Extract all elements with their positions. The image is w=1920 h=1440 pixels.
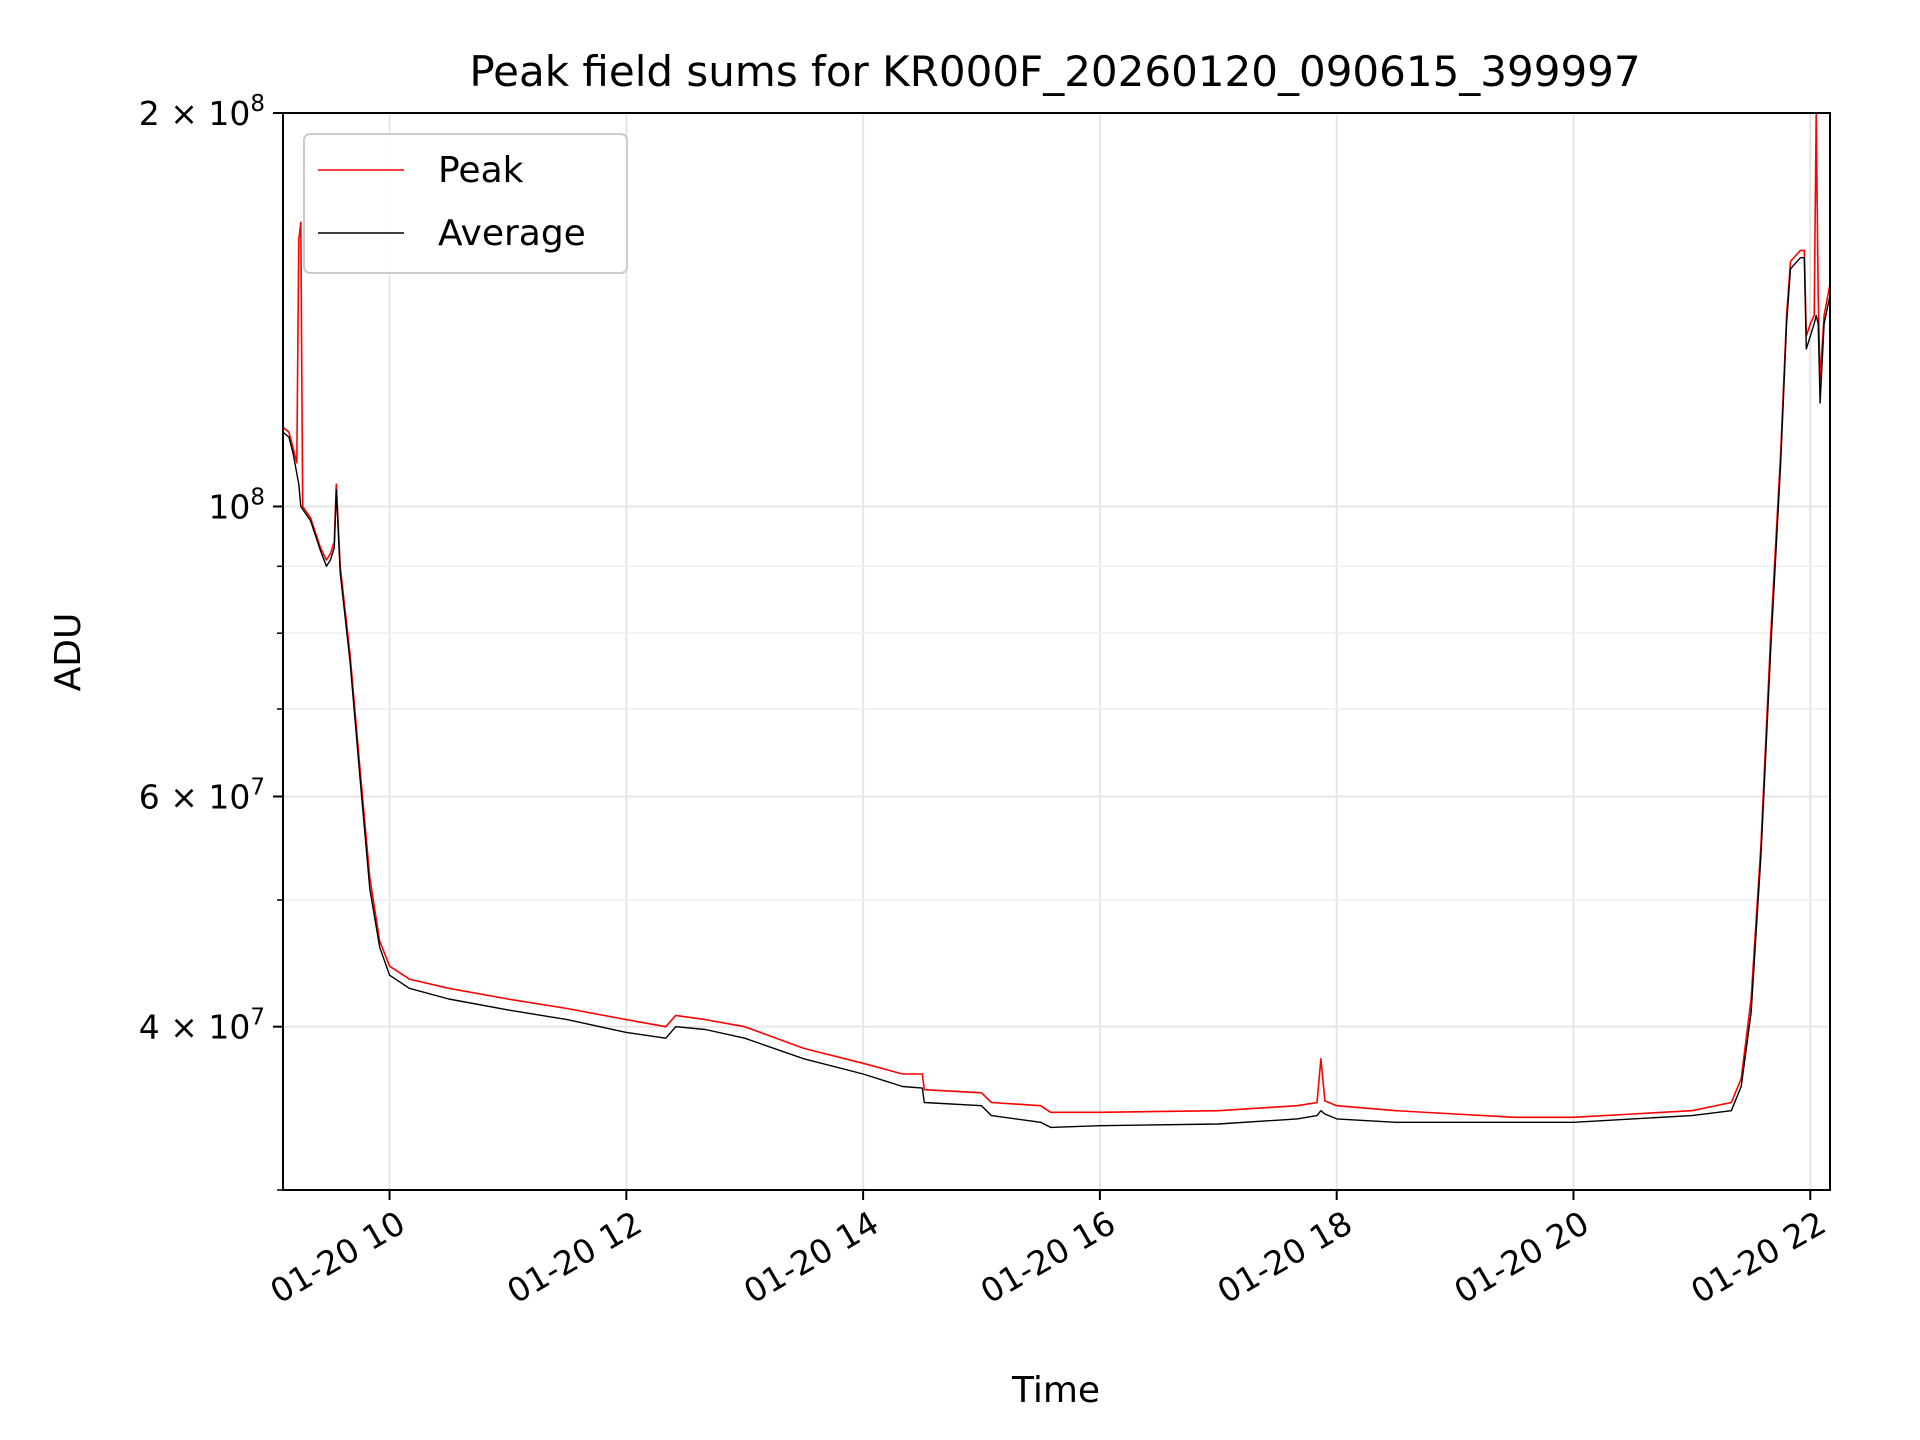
y-tick-label: 108 (208, 485, 265, 527)
chart-title: Peak field sums for KR000F_20260120_0906… (469, 47, 1640, 96)
plot-frame (282, 112, 1831, 1191)
legend: Peak Average (303, 133, 628, 274)
y-tick-label: 4 × 107 (139, 1005, 265, 1047)
y-tick-label: 2 × 108 (139, 91, 265, 133)
x-axis-label: Time (1011, 1370, 1100, 1411)
legend-box (303, 133, 628, 274)
plot-series (283, 113, 1830, 1129)
legend-label-average: Average (438, 213, 586, 254)
y-axis-label: ADU (48, 613, 89, 692)
y-tick-label: 6 × 107 (139, 774, 265, 816)
series-line-average (283, 257, 1830, 1129)
legend-label-peak: Peak (438, 150, 524, 191)
